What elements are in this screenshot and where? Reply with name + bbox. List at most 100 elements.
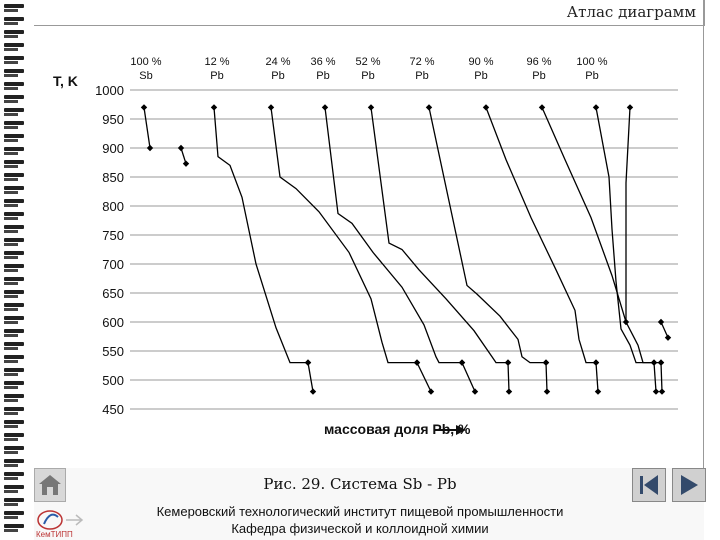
data-point — [505, 388, 513, 395]
binding-ring — [4, 420, 24, 428]
data-point — [182, 160, 190, 167]
series-label-pct: 12 % — [204, 56, 229, 68]
y-tick-label: 1000 — [95, 83, 124, 98]
y-tick-label: 550 — [102, 344, 124, 359]
series-line — [270, 107, 417, 364]
logo-text: КемТИПП — [36, 530, 73, 539]
y-tick-label: 650 — [102, 286, 124, 301]
series-label-element: Pb — [532, 70, 545, 82]
data-point — [267, 104, 275, 111]
series-line — [324, 107, 462, 364]
series-label-element: Pb — [316, 70, 329, 82]
data-point — [594, 388, 602, 395]
data-point — [321, 104, 329, 111]
series-lines — [143, 107, 669, 392]
binding-ring — [4, 199, 24, 207]
series-line — [213, 107, 308, 364]
home-button[interactable] — [34, 468, 66, 502]
binding-ring — [4, 82, 24, 90]
binding-ring — [4, 56, 24, 64]
y-tick-label: 700 — [102, 257, 124, 272]
series-line — [428, 107, 546, 364]
data-point — [458, 359, 466, 366]
data-point — [658, 388, 666, 395]
data-point — [542, 359, 550, 366]
data-point — [592, 359, 600, 366]
binding-ring — [4, 394, 24, 402]
binding-ring — [4, 433, 24, 441]
series-line — [461, 362, 476, 392]
institute-line-2: Кафедра физической и коллоидной химии — [231, 521, 489, 536]
header-title: Атлас диаграмм — [566, 3, 696, 21]
binding-ring — [4, 498, 24, 506]
binding-ring — [4, 316, 24, 324]
binding-ring — [4, 212, 24, 220]
data-point — [140, 104, 148, 111]
institute-line-1: Кемеровский технологический институт пищ… — [156, 504, 564, 519]
y-tick-label: 500 — [102, 373, 124, 388]
series-line — [507, 362, 510, 392]
series-line — [143, 107, 151, 149]
binding-rings — [0, 0, 26, 540]
series-line — [660, 362, 663, 392]
binding-ring — [4, 264, 24, 272]
series-label-pct: 100 % — [576, 56, 607, 68]
binding-ring — [4, 69, 24, 77]
binding-ring — [4, 342, 24, 350]
x-axis-arrow — [434, 425, 466, 435]
binding-ring — [4, 355, 24, 363]
binding-ring — [4, 459, 24, 467]
data-point — [471, 388, 479, 395]
binding-ring — [4, 134, 24, 142]
grid — [130, 89, 678, 410]
binding-ring — [4, 108, 24, 116]
binding-ring — [4, 121, 24, 129]
series-label-element: Pb — [361, 70, 374, 82]
x-axis-label: массовая доля Pb, % — [324, 421, 471, 437]
binding-ring — [4, 290, 24, 298]
data-point — [592, 104, 600, 111]
prev-icon — [640, 475, 658, 495]
binding-ring — [4, 238, 24, 246]
prev-button[interactable] — [632, 468, 666, 502]
y-axis-label: T, K — [53, 73, 78, 89]
y-tick-label: 600 — [102, 315, 124, 330]
series-label-pct: 36 % — [310, 56, 335, 68]
chart-svg: 1000 950 900 850 800 750 700 650 600 550 500 450 10… — [53, 56, 678, 437]
data-point — [664, 334, 672, 341]
series-labels: 100 % Sb 12 % Pb 24 % Pb 36 % Pb 52 % Pb 72 % Pb 90 … — [130, 56, 607, 82]
data-point — [626, 104, 634, 111]
series-line — [545, 362, 548, 392]
series-label-pct: 52 % — [355, 56, 380, 68]
series-label-element: Pb — [210, 70, 223, 82]
binding-ring — [4, 511, 24, 519]
data-point — [504, 359, 512, 366]
y-tick-label: 850 — [102, 170, 124, 185]
data-point — [427, 388, 435, 395]
data-point — [657, 359, 665, 366]
series-line — [660, 321, 669, 338]
y-tick-label: 800 — [102, 199, 124, 214]
binding-ring — [4, 225, 24, 233]
next-button[interactable] — [672, 468, 706, 502]
binding-ring — [4, 524, 24, 532]
binding-ring — [4, 472, 24, 480]
series-label-element: Pb — [585, 70, 598, 82]
series-line — [595, 362, 599, 392]
binding-ring — [4, 303, 24, 311]
data-point — [146, 144, 154, 152]
data-point — [657, 318, 665, 326]
series-line — [485, 107, 596, 364]
y-tick-label: 750 — [102, 228, 124, 243]
data-point — [622, 318, 630, 326]
binding-ring — [4, 446, 24, 454]
binding-ring — [4, 381, 24, 389]
footer — [34, 468, 704, 540]
y-tick-label: 900 — [102, 141, 124, 156]
series-label-pct: 24 % — [265, 56, 290, 68]
series-label-pct: 90 % — [468, 56, 493, 68]
series-label-element: Sb — [139, 70, 152, 82]
data-point — [309, 388, 317, 395]
home-icon — [39, 475, 61, 495]
series-label-pct: 100 % — [130, 56, 161, 68]
